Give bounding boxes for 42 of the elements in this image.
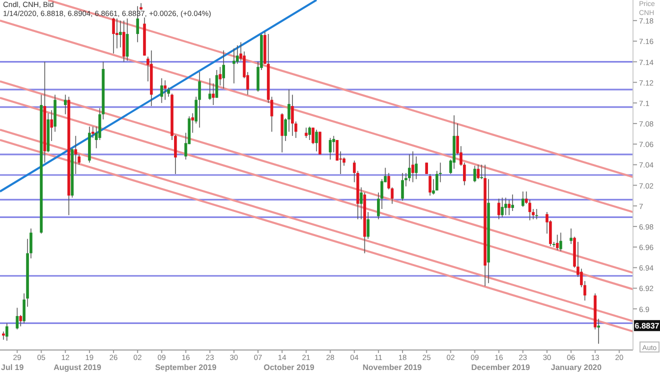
text: August 2019 bbox=[54, 363, 102, 372]
text: January 2020 bbox=[550, 363, 602, 372]
candlestick bbox=[570, 228, 572, 244]
candlestick bbox=[198, 72, 201, 128]
candlestick bbox=[280, 112, 284, 153]
candlestick bbox=[401, 172, 404, 202]
candlestick bbox=[2, 331, 5, 340]
candlestick bbox=[119, 20, 122, 48]
candlestick bbox=[160, 78, 164, 104]
candlestick bbox=[597, 318, 600, 344]
candlestick bbox=[387, 172, 390, 190]
candlestick bbox=[64, 94, 67, 115]
candlestick bbox=[215, 70, 218, 98]
candlestick bbox=[164, 80, 167, 100]
candlestick bbox=[222, 50, 226, 89]
candlestick bbox=[428, 174, 432, 196]
candlestick bbox=[522, 191, 524, 208]
candlestick bbox=[411, 150, 414, 183]
text: October 2019 bbox=[264, 363, 315, 372]
candlestick bbox=[425, 162, 428, 174]
text: Jul 19 bbox=[1, 363, 24, 372]
candlestick bbox=[16, 307, 19, 330]
candlestick bbox=[212, 82, 215, 106]
candlestick bbox=[352, 160, 356, 183]
text: December 2019 bbox=[471, 363, 530, 372]
candlestick bbox=[318, 131, 322, 155]
candlestick bbox=[308, 126, 312, 140]
candlestick bbox=[328, 138, 332, 160]
text: November 2019 bbox=[362, 363, 422, 372]
candlestick bbox=[511, 194, 514, 212]
candlestick bbox=[535, 208, 538, 220]
text: 6.8837 bbox=[634, 322, 660, 331]
candlestick bbox=[366, 212, 370, 240]
candlestick bbox=[414, 156, 418, 180]
candlestick bbox=[112, 17, 115, 54]
text: September 2019 bbox=[155, 363, 217, 372]
candlestick bbox=[232, 48, 236, 84]
candlestick bbox=[5, 322, 8, 342]
candlestick bbox=[360, 186, 363, 220]
candlestick bbox=[270, 96, 274, 132]
candlestick bbox=[315, 129, 318, 152]
candlestick bbox=[19, 314, 22, 327]
